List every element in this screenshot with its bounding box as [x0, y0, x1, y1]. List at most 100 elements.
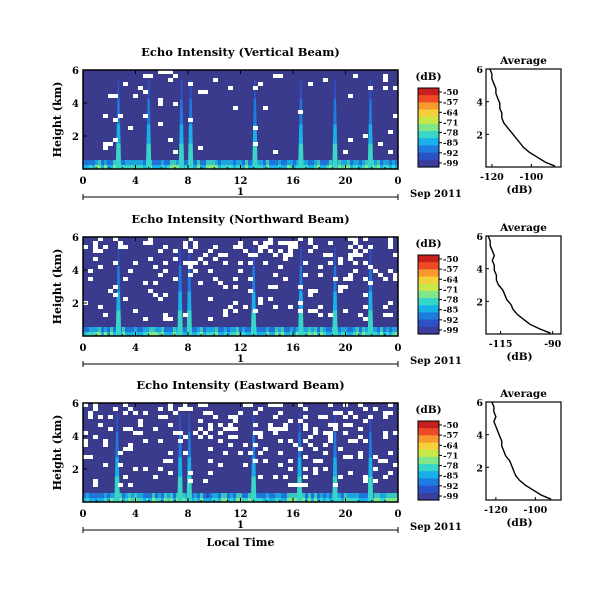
column-segment — [333, 118, 337, 125]
gap-cell — [88, 277, 93, 281]
gap-cell — [143, 114, 148, 118]
column-segment — [299, 291, 303, 299]
surface-cell — [374, 493, 377, 502]
surface-cell — [170, 498, 173, 502]
surface-cell — [380, 332, 383, 336]
gap-cell — [113, 138, 118, 142]
colorbar-tick-label: -57 — [443, 431, 458, 441]
column-segment — [117, 99, 120, 106]
gap-cell — [288, 305, 293, 309]
surface-cell — [383, 160, 386, 169]
surface-cell — [122, 332, 125, 336]
gap-cell — [223, 285, 228, 289]
gap-cell — [198, 403, 203, 407]
gap-cell — [308, 237, 313, 241]
gap-cell — [118, 483, 123, 487]
gap-cell — [253, 86, 258, 90]
surface-cell — [218, 165, 221, 169]
gap-cell — [348, 94, 353, 98]
gap-cell — [338, 447, 343, 451]
surface-cell — [86, 493, 89, 502]
gap-cell — [238, 245, 243, 249]
surface-cell — [155, 498, 158, 502]
column-segment — [116, 310, 121, 318]
surface-cell — [206, 160, 209, 169]
gap-cell — [348, 439, 353, 443]
surface-cell — [293, 165, 296, 169]
surface-cell — [245, 327, 248, 336]
surface-cell — [314, 327, 317, 336]
column-segment — [189, 99, 192, 106]
gap-cell — [383, 74, 388, 78]
gap-cell — [253, 142, 258, 146]
gap-cell — [93, 435, 98, 439]
surface-cell — [83, 498, 86, 502]
surface-cell — [284, 332, 287, 336]
gap-cell — [293, 483, 298, 487]
column-segment — [333, 272, 337, 280]
surface-cell — [293, 493, 296, 502]
surface-cell — [212, 165, 215, 169]
column-segment — [367, 162, 374, 170]
surface-cell — [287, 493, 290, 502]
column-segment — [189, 92, 192, 100]
surface-cell — [215, 165, 218, 169]
gap-cell — [223, 261, 228, 265]
surface-cell — [209, 327, 212, 336]
surface-cell — [245, 160, 248, 169]
surface-cell — [338, 327, 341, 336]
gap-cell — [193, 245, 198, 249]
gap-cell — [353, 237, 358, 241]
gap-cell — [363, 134, 368, 138]
colorbar-segment — [418, 424, 439, 429]
surface-cell — [143, 332, 146, 336]
column-segment — [115, 457, 119, 465]
surface-cell — [167, 160, 170, 169]
gap-cell — [153, 427, 158, 431]
gap-cell — [313, 431, 318, 435]
gap-cell — [273, 475, 278, 479]
colorbar-segment — [418, 145, 439, 150]
column-segment — [299, 259, 302, 267]
column-segment — [253, 92, 256, 100]
gap-cell — [298, 483, 303, 487]
y-axis-label: Height (km) — [51, 249, 64, 325]
column-segment — [187, 278, 191, 286]
surface-cell — [302, 160, 305, 169]
gap-cell — [178, 407, 183, 411]
surface-cell — [266, 327, 269, 336]
surface-cell — [128, 498, 131, 502]
surface-cell — [167, 493, 170, 502]
surface-cell — [137, 327, 140, 336]
gap-cell — [138, 431, 143, 435]
gap-cell — [298, 285, 303, 289]
gap-cell — [388, 237, 393, 241]
column-segment — [186, 323, 192, 331]
gap-cell — [188, 471, 193, 475]
surface-cell — [191, 327, 194, 336]
column-segment — [297, 457, 302, 465]
gap-cell — [128, 447, 133, 451]
column-segment — [333, 451, 337, 458]
surface-cell — [173, 160, 176, 169]
column-segment — [298, 156, 304, 164]
surface-cell — [395, 493, 398, 502]
gap-cell — [388, 403, 393, 407]
gap-cell — [318, 459, 323, 463]
gap-cell — [263, 261, 268, 265]
column-segment — [332, 495, 338, 503]
x-tick-label: 16 — [286, 343, 300, 354]
column-segment — [252, 266, 255, 273]
gap-cell — [288, 459, 293, 463]
profile-title: Average — [499, 222, 547, 234]
gap-cell — [363, 277, 368, 281]
gap-cell — [253, 411, 258, 415]
column-segment — [333, 266, 337, 273]
surface-cell — [92, 493, 95, 502]
surface-cell — [338, 493, 341, 502]
colorbar-segment — [418, 141, 439, 147]
surface-cell — [380, 327, 383, 336]
gap-cell — [163, 293, 168, 297]
profile-line — [489, 68, 556, 167]
gap-cell — [388, 313, 393, 317]
